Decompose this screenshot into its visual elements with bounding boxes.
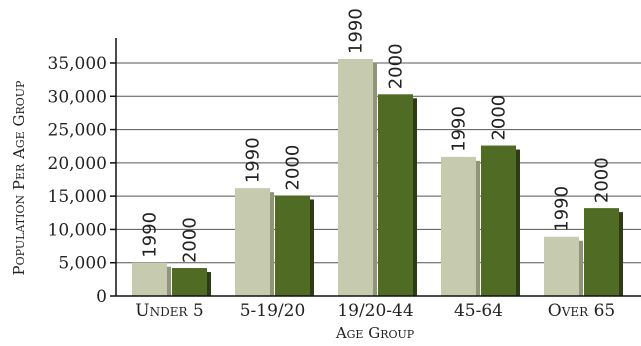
bar-2000 bbox=[172, 268, 207, 296]
y-tick-label: 20,000 bbox=[48, 154, 107, 174]
bar-1990 bbox=[132, 262, 167, 296]
bar-1990 bbox=[544, 236, 579, 296]
category-label: 45-64 bbox=[454, 301, 503, 321]
category-label: Over 65 bbox=[548, 301, 615, 321]
bar-labels: 1990 2000 1990 2000 1990 2000 1990 2000 1990 2000 bbox=[140, 8, 613, 263]
category-label: 5-19/20 bbox=[240, 301, 306, 321]
bar-1990 bbox=[338, 59, 373, 297]
bar-2000 bbox=[378, 94, 413, 296]
bar-label: 1990 bbox=[552, 186, 573, 232]
y-tick-labels: 0 5,000 10,000 15,000 20,000 25,000 30,000 35,0… bbox=[48, 54, 107, 307]
y-tick-label: 5,000 bbox=[58, 254, 107, 274]
bar-label: 1990 bbox=[449, 106, 470, 152]
y-tick-label: 25,000 bbox=[48, 121, 107, 141]
category-label: Under 5 bbox=[135, 301, 203, 321]
bar-2000 bbox=[275, 195, 310, 296]
bar-label: 1990 bbox=[346, 8, 367, 54]
bar-label: 2000 bbox=[386, 43, 407, 89]
y-tick-label: 15,000 bbox=[48, 187, 107, 207]
y-tick-label: 30,000 bbox=[48, 87, 107, 107]
bar-1990 bbox=[235, 188, 270, 296]
y-tick-label: 10,000 bbox=[48, 220, 107, 240]
bar-label: 2000 bbox=[592, 157, 613, 203]
bars bbox=[132, 59, 623, 297]
y-tick-label: 35,000 bbox=[48, 54, 107, 74]
bar-2000 bbox=[481, 145, 516, 296]
x-axis-label: Age Group bbox=[335, 324, 415, 342]
bar-label: 2000 bbox=[489, 95, 510, 141]
bar-label: 2000 bbox=[180, 217, 201, 263]
bar-2000 bbox=[584, 208, 619, 296]
y-tick-label: 0 bbox=[96, 287, 107, 307]
bar-1990 bbox=[441, 156, 476, 296]
category-labels: Under 5 5-19/20 19/20-44 45-64 Over 65 bbox=[135, 301, 615, 321]
category-label: 19/20-44 bbox=[337, 301, 413, 321]
bar-label: 2000 bbox=[283, 145, 304, 191]
bar-label: 1990 bbox=[243, 137, 264, 183]
bar-label: 1990 bbox=[140, 212, 161, 258]
y-axis-label: Population Per Age Group bbox=[10, 80, 28, 275]
